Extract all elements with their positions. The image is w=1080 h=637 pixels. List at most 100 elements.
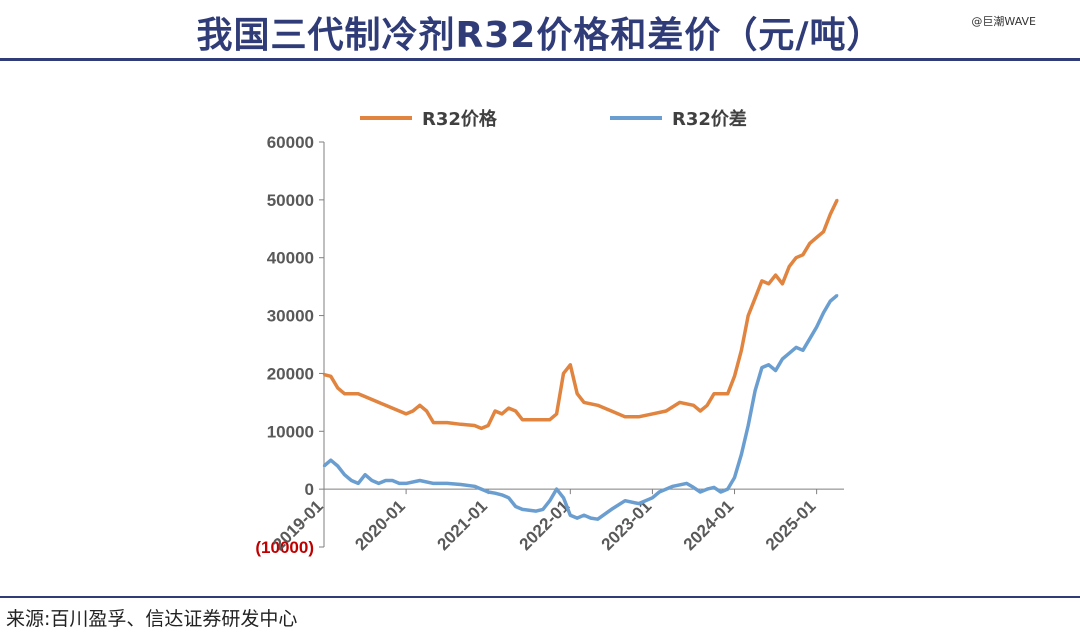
data-point-spread bbox=[336, 464, 339, 468]
data-point-price bbox=[500, 412, 504, 416]
data-point-spread bbox=[767, 363, 770, 366]
y-tick-label: 60000 bbox=[267, 133, 314, 152]
data-point-spread bbox=[363, 473, 367, 476]
data-point-price bbox=[487, 424, 490, 427]
data-point-spread bbox=[582, 514, 586, 517]
data-point-spread bbox=[548, 499, 551, 502]
data-point-price bbox=[706, 404, 709, 407]
data-point-price bbox=[322, 373, 326, 376]
data-point-spread bbox=[740, 453, 743, 456]
x-tick-label: 2025-01 bbox=[762, 497, 820, 555]
data-point-price bbox=[507, 406, 510, 410]
data-point-price bbox=[411, 409, 415, 413]
source-note: 来源:百川盈孚、信达证券研发中心 bbox=[6, 608, 298, 630]
data-point-spread bbox=[712, 486, 716, 489]
data-point-price bbox=[432, 421, 435, 424]
data-point-spread bbox=[753, 389, 757, 392]
data-point-price bbox=[569, 363, 572, 366]
data-point-spread bbox=[487, 490, 490, 494]
data-point-spread bbox=[350, 479, 353, 482]
data-point-price bbox=[836, 198, 839, 202]
data-point-spread bbox=[446, 482, 449, 485]
data-point-spread bbox=[733, 476, 736, 479]
x-tick-label: 2023-01 bbox=[598, 497, 656, 555]
data-point-spread bbox=[534, 509, 538, 513]
data-point-price bbox=[521, 418, 524, 421]
data-point-price bbox=[514, 409, 517, 413]
data-point-spread bbox=[418, 479, 421, 482]
data-point-spread bbox=[747, 424, 750, 427]
chart-series bbox=[322, 198, 839, 521]
data-point-price bbox=[781, 282, 784, 285]
data-point-price bbox=[623, 415, 627, 418]
legend-label-price: R32价格 bbox=[422, 108, 498, 130]
chart-legend: R32价格 R32价差 bbox=[360, 108, 747, 130]
data-point-spread bbox=[610, 508, 613, 511]
data-point-price bbox=[808, 242, 811, 245]
data-point-price bbox=[788, 265, 791, 268]
data-point-spread bbox=[774, 369, 777, 372]
series-line-spread bbox=[322, 293, 839, 521]
data-point-spread bbox=[562, 496, 565, 499]
data-point-spread bbox=[514, 505, 517, 508]
data-point-spread bbox=[658, 490, 661, 494]
data-point-price bbox=[767, 282, 770, 285]
data-point-spread bbox=[370, 479, 374, 482]
y-tick-label: 0 bbox=[305, 480, 314, 499]
data-point-spread bbox=[555, 487, 558, 491]
x-axis-ticks: 2019-01 2020-01 2021-01 2022-01 2023-01 2024-… bbox=[269, 489, 819, 554]
data-point-spread bbox=[699, 490, 702, 494]
page-title: 我国三代制冷剂R32价格和差价（元/吨） bbox=[196, 15, 884, 56]
data-point-price bbox=[582, 401, 586, 404]
data-point-price bbox=[664, 409, 668, 413]
y-tick-label: (10000) bbox=[255, 538, 314, 557]
data-point-price bbox=[753, 297, 757, 300]
data-point-price bbox=[534, 418, 538, 421]
data-point-price bbox=[329, 375, 332, 378]
data-point-price bbox=[740, 349, 743, 352]
data-point-price bbox=[712, 392, 716, 395]
data-point-price bbox=[733, 375, 736, 378]
data-point-spread bbox=[576, 516, 579, 520]
y-axis-ticks: (10000) 0 10000 20000 30000 40000 50000 60000 bbox=[255, 133, 324, 557]
data-point-spread bbox=[794, 346, 798, 349]
data-point-price bbox=[336, 386, 339, 390]
data-point-price bbox=[370, 398, 374, 401]
data-point-spread bbox=[726, 487, 729, 491]
chart-axes bbox=[323, 142, 844, 547]
data-point-price bbox=[384, 404, 387, 407]
data-point-price bbox=[377, 401, 380, 404]
bottom-rule bbox=[0, 596, 1080, 598]
data-point-price bbox=[459, 423, 462, 426]
watermark: @巨潮WAVE bbox=[971, 15, 1036, 28]
data-point-spread bbox=[322, 464, 326, 468]
data-point-price bbox=[747, 314, 750, 317]
data-point-spread bbox=[541, 508, 545, 511]
data-point-spread bbox=[692, 486, 695, 489]
data-point-spread bbox=[808, 337, 811, 340]
data-point-price bbox=[699, 409, 702, 413]
data-point-price bbox=[363, 395, 367, 398]
data-point-spread bbox=[473, 485, 476, 488]
legend-label-spread: R32价差 bbox=[672, 108, 747, 130]
data-point-price bbox=[548, 418, 551, 421]
y-tick-label: 10000 bbox=[267, 422, 314, 441]
top-rule bbox=[0, 58, 1080, 61]
data-point-spread bbox=[377, 482, 380, 485]
data-point-spread bbox=[329, 459, 332, 462]
y-tick-label: 30000 bbox=[267, 307, 314, 326]
data-point-spread bbox=[651, 496, 654, 499]
data-point-price bbox=[493, 409, 497, 413]
data-point-spread bbox=[589, 516, 592, 520]
data-point-spread bbox=[706, 487, 709, 491]
data-point-spread bbox=[521, 508, 524, 511]
data-point-spread bbox=[500, 493, 504, 497]
data-point-price bbox=[801, 253, 805, 256]
data-point-price bbox=[692, 404, 695, 407]
x-tick-label: 2024-01 bbox=[680, 497, 738, 555]
data-point-price bbox=[404, 412, 408, 416]
x-tick-label: 2021-01 bbox=[433, 497, 491, 555]
y-tick-label: 50000 bbox=[267, 191, 314, 210]
data-point-spread bbox=[596, 518, 599, 521]
data-point-price bbox=[794, 256, 798, 259]
